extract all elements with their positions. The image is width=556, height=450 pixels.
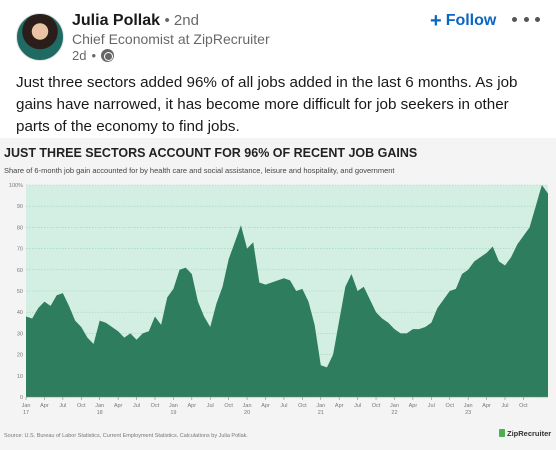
y-tick-label: 60 xyxy=(17,268,23,274)
y-axis: 0 10 20 30 40 50 60 70 80 90 100% xyxy=(9,183,23,401)
meta-separator: • xyxy=(91,48,97,63)
x-tick-label: Jan xyxy=(95,403,104,409)
x-tick-label: Jul xyxy=(133,403,140,409)
author-line: Julia Pollak • 2nd xyxy=(72,12,199,30)
connection-degree-separator: • xyxy=(164,12,174,29)
x-tick-label: Oct xyxy=(151,403,160,409)
y-tick-label: 20 xyxy=(17,353,23,359)
x-tick-label: Jan xyxy=(464,403,473,409)
chart-source: Source: U.S. Bureau of Labor Statistics,… xyxy=(4,433,248,439)
post-text: Just three sectors added 96% of all jobs… xyxy=(16,74,518,135)
ziprecruiter-logo: ZipRecruiter xyxy=(499,429,551,438)
x-tick-label: Oct xyxy=(298,403,307,409)
ellipsis-icon-dot xyxy=(512,16,517,22)
x-tick-label: Jan xyxy=(316,403,325,409)
y-tick-label: 30 xyxy=(17,331,23,337)
x-tick-label: Apr xyxy=(40,403,49,409)
x-tick-label: Jul xyxy=(59,403,66,409)
x-tick-label: Jul xyxy=(280,403,287,409)
x-tick-year-label: 17 xyxy=(23,410,29,416)
author-name[interactable]: Julia Pollak xyxy=(72,12,161,29)
x-tick-label: Oct xyxy=(372,403,381,409)
x-tick-label: Apr xyxy=(482,403,491,409)
connection-degree: 2nd xyxy=(173,12,199,29)
x-tick-label: Oct xyxy=(519,403,528,409)
post-time: 2d xyxy=(72,48,87,63)
area-chart: JUST THREE SECTORS ACCOUNT FOR 96% OF RE… xyxy=(4,146,551,439)
x-tick-label: Jan xyxy=(22,403,31,409)
x-tick-label: Oct xyxy=(224,403,233,409)
globe-icon xyxy=(101,49,115,62)
y-tick-label: 0 xyxy=(20,395,23,401)
chart-image[interactable]: JUST THREE SECTORS ACCOUNT FOR 96% OF RE… xyxy=(0,138,556,450)
brand-mark xyxy=(499,429,505,437)
avatar[interactable] xyxy=(16,13,64,61)
chart-title: JUST THREE SECTORS ACCOUNT FOR 96% OF RE… xyxy=(4,146,417,160)
more-options-button[interactable] xyxy=(512,9,540,29)
brand-name: ZipRecruiter xyxy=(507,429,551,438)
x-tick-year-label: 22 xyxy=(391,410,397,416)
x-tick-year-label: 23 xyxy=(465,410,471,416)
x-tick-year-label: 20 xyxy=(244,410,250,416)
y-tick-label: 40 xyxy=(17,310,23,316)
x-tick-label: Jul xyxy=(428,403,435,409)
y-tick-label: 80 xyxy=(17,225,23,231)
x-tick-label: Jul xyxy=(354,403,361,409)
x-tick-label: Apr xyxy=(335,403,344,409)
x-tick-label: Oct xyxy=(445,403,454,409)
x-tick-year-label: 21 xyxy=(318,410,324,416)
author-headline: Chief Economist at ZipRecruiter xyxy=(72,31,270,47)
x-tick-label: Apr xyxy=(261,403,270,409)
ellipsis-icon-dot xyxy=(523,16,529,22)
x-tick-year-label: 18 xyxy=(97,410,103,416)
x-tick-label: Apr xyxy=(188,403,197,409)
y-tick-label: 100% xyxy=(9,183,23,189)
x-tick-label: Oct xyxy=(77,403,86,409)
y-tick-label: 10 xyxy=(17,374,23,380)
plus-icon: + xyxy=(430,10,442,32)
x-tick-label: Jan xyxy=(243,403,252,409)
x-tick-label: Jul xyxy=(207,403,214,409)
follow-label: Follow xyxy=(445,12,497,29)
y-tick-label: 90 xyxy=(17,204,23,210)
x-tick-label: Jan xyxy=(169,403,178,409)
y-tick-label: 70 xyxy=(17,247,23,253)
x-tick-label: Jan xyxy=(390,403,399,409)
x-tick-label: Jul xyxy=(501,403,508,409)
follow-button[interactable]: + Follow xyxy=(430,9,496,33)
post-meta: 2d • xyxy=(72,48,115,63)
y-tick-label: 50 xyxy=(17,289,23,295)
chart-subtitle: Share of 6-month job gain accounted for … xyxy=(4,166,395,175)
x-tick-label: Apr xyxy=(114,403,123,409)
x-tick-label: Apr xyxy=(409,403,418,409)
ellipsis-icon-dot xyxy=(535,16,540,22)
x-tick-year-label: 19 xyxy=(170,410,176,416)
area-series xyxy=(26,185,548,397)
